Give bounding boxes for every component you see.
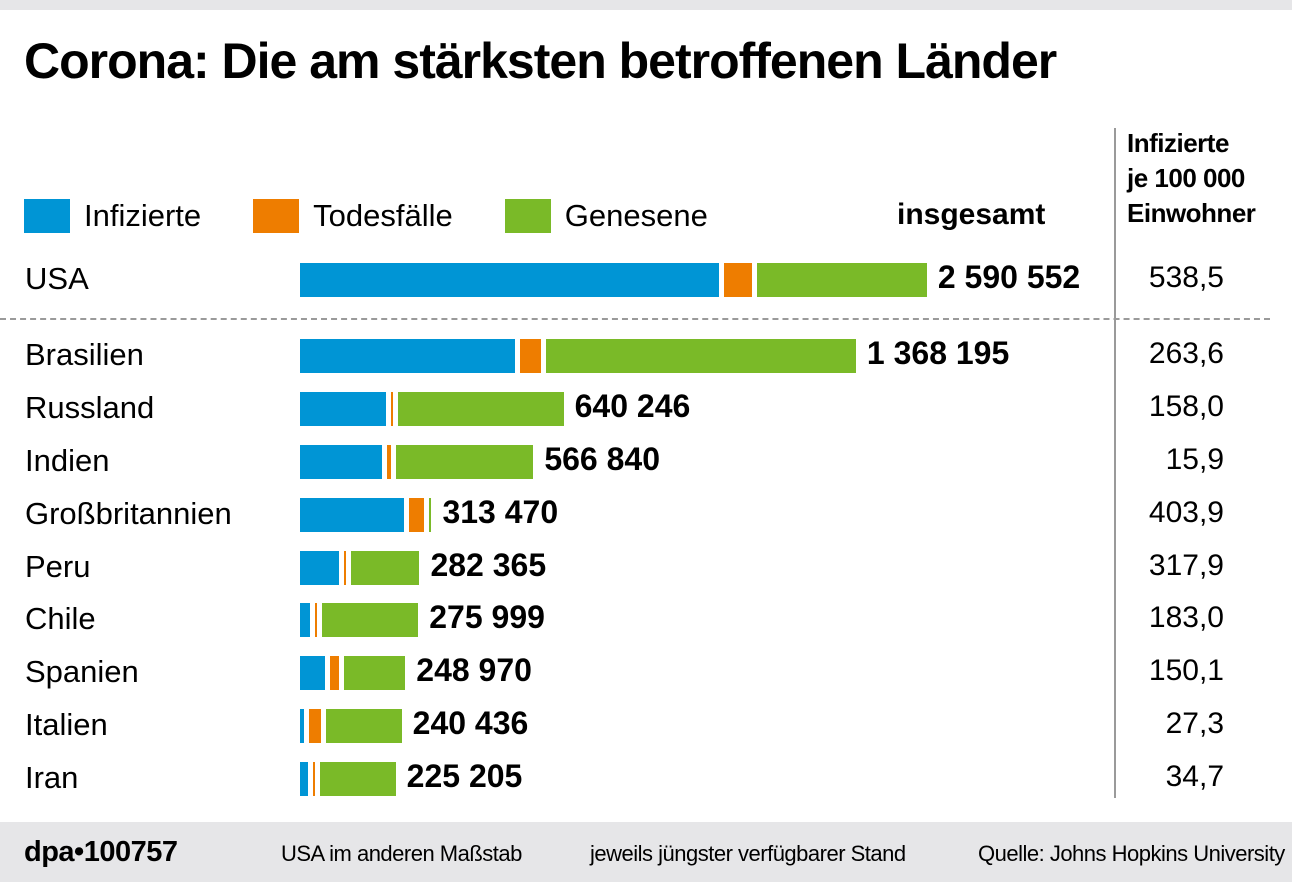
bar-segment-recovered <box>321 603 419 637</box>
legend-swatch-recovered <box>504 199 551 233</box>
rate-header-line: Einwohner <box>1127 198 1256 228</box>
rate-value: 34,7 <box>1165 760 1224 793</box>
legend-label: Genesene <box>564 198 708 233</box>
bar-segment-infected <box>300 603 310 637</box>
country-label: Italien <box>25 707 108 742</box>
country-label: Brasilien <box>25 337 144 372</box>
country-label: USA <box>25 261 89 296</box>
bar-segment-deaths <box>343 551 346 585</box>
legend-item-recovered: Genesene <box>504 198 708 234</box>
total-value: 275 999 <box>429 599 545 635</box>
bar-segment-infected <box>300 498 405 532</box>
bar-segment-deaths <box>723 263 752 297</box>
bar-segment-recovered <box>320 762 396 796</box>
usa-separator-dashed <box>0 318 1270 320</box>
bar-segment-deaths <box>520 339 542 373</box>
bar-segment-recovered <box>350 551 420 585</box>
country-label: Chile <box>25 601 96 636</box>
bar-segment-recovered <box>756 263 927 297</box>
bar-segment-recovered <box>396 445 534 479</box>
rate-value: 15,9 <box>1165 443 1224 476</box>
rate-value: 317,9 <box>1148 549 1224 582</box>
rate-header-line: Infizierte <box>1127 128 1229 158</box>
total-value: 240 436 <box>412 705 529 741</box>
country-label: Großbritannien <box>25 496 232 531</box>
bar-segment-recovered <box>343 656 406 690</box>
country-label: Iran <box>25 760 79 795</box>
footer-date-note: jeweils jüngster verfügbarer Stand <box>590 841 906 866</box>
bar-segment-recovered <box>429 498 432 532</box>
footer-scale-note: USA im anderen Maßstab <box>281 841 522 866</box>
rate-header-line: je 100 000 <box>1127 163 1245 193</box>
bar-segment-deaths <box>409 498 425 532</box>
total-value: 566 840 <box>544 441 660 477</box>
bar-segment-infected <box>300 263 719 297</box>
legend-label: Infizierte <box>84 198 202 233</box>
total-value: 2 590 552 <box>937 259 1081 295</box>
rate-column-header: Infizierte je 100 000 Einwohner <box>1127 126 1256 231</box>
bar-segment-infected <box>300 392 387 426</box>
legend: Infizierte Todesfälle Genesene <box>24 198 760 234</box>
dpa-logo: dpa•100757 <box>24 836 178 868</box>
country-label: Russland <box>25 390 155 425</box>
bar-segment-infected <box>300 551 339 585</box>
bar-segment-infected <box>300 709 305 743</box>
legend-label: Todesfälle <box>313 198 453 233</box>
total-value: 248 970 <box>416 652 532 688</box>
bar-segment-recovered <box>398 392 564 426</box>
bar-segment-deaths <box>391 392 394 426</box>
country-label: Indien <box>25 443 110 478</box>
rate-value: 538,5 <box>1148 261 1224 294</box>
total-value: 225 205 <box>406 758 523 794</box>
bar-segment-recovered <box>325 709 402 743</box>
rate-value: 403,9 <box>1148 496 1224 529</box>
total-value: 282 365 <box>430 547 547 583</box>
legend-item-deaths: Todesfälle <box>253 198 453 234</box>
country-label: Peru <box>25 549 91 584</box>
rate-value: 263,6 <box>1148 337 1224 370</box>
bar-segment-infected <box>300 445 383 479</box>
bar-segment-infected <box>300 762 309 796</box>
total-value: 640 246 <box>574 388 691 424</box>
footer-source: Quelle: Johns Hopkins University <box>978 841 1285 866</box>
legend-swatch-infected <box>24 199 70 233</box>
bar-segment-infected <box>300 656 325 690</box>
total-value: 1 368 195 <box>866 335 1010 371</box>
legend-item-infected: Infizierte <box>24 198 201 234</box>
total-column-header: insgesamt <box>897 198 1046 231</box>
total-value: 313 470 <box>442 494 559 530</box>
top-bar <box>0 0 1292 10</box>
rate-value: 27,3 <box>1165 707 1224 740</box>
bar-segment-deaths <box>309 709 321 743</box>
column-divider <box>1114 128 1116 798</box>
bar-segment-deaths <box>387 445 392 479</box>
rate-value: 150,1 <box>1148 654 1224 687</box>
rate-value: 158,0 <box>1148 390 1224 423</box>
chart-title: Corona: Die am stärksten betroffenen Län… <box>24 33 1057 89</box>
legend-swatch-deaths <box>253 199 300 233</box>
footer: dpa•100757 USA im anderen Maßstab jeweil… <box>0 822 1292 882</box>
country-label: Spanien <box>25 654 139 689</box>
bar-segment-infected <box>300 339 516 373</box>
bar-segment-deaths <box>314 603 317 637</box>
bar-segment-deaths <box>329 656 339 690</box>
bar-segment-recovered <box>546 339 856 373</box>
bar-segment-deaths <box>313 762 316 796</box>
rate-value: 183,0 <box>1148 601 1224 634</box>
